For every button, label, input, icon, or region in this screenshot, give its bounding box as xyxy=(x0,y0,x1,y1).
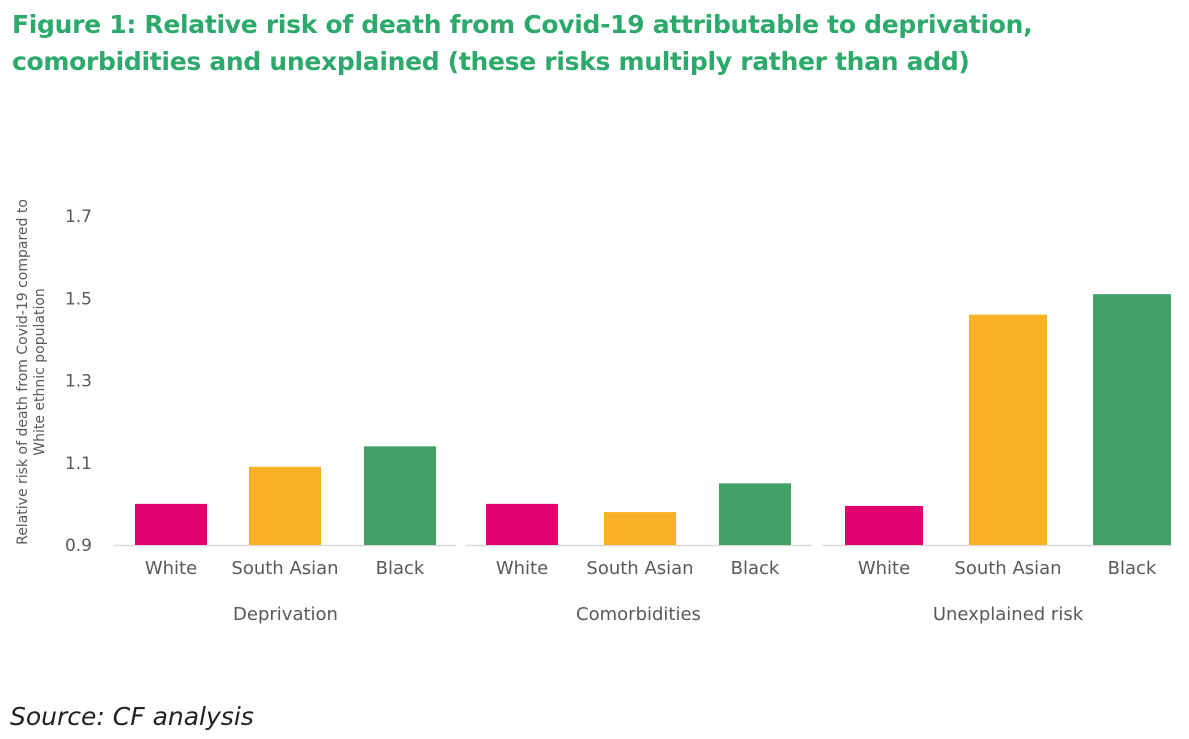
bars xyxy=(135,294,1171,545)
y-tick-label: 1.1 xyxy=(65,454,92,474)
x-tick-label: Black xyxy=(731,558,780,579)
bar-deprivation-white xyxy=(135,503,207,545)
x-tick-label: Black xyxy=(1108,558,1157,579)
bar-unexplained-risk-black xyxy=(1093,294,1171,545)
bar-deprivation-south-asian xyxy=(249,466,321,545)
bar-comorbidities-white xyxy=(486,503,558,545)
bar-comorbidities-south-asian xyxy=(604,512,676,545)
y-axis-title: Relative risk of death from Covid-19 com… xyxy=(15,199,48,545)
bar-comorbidities-black xyxy=(719,483,791,545)
x-tick-label: Black xyxy=(376,558,425,579)
group-label: Unexplained risk xyxy=(933,604,1084,625)
x-tick-label: White xyxy=(145,558,197,579)
bar-unexplained-risk-white xyxy=(845,505,923,545)
x-tick-label: South Asian xyxy=(586,558,693,579)
group-label: Comorbidities xyxy=(576,604,701,625)
y-tick-label: 1.7 xyxy=(65,207,92,227)
x-axis-labels: White South Asian Black White South Asian Bla… xyxy=(145,558,1157,579)
y-axis-label: Relative risk of death from Covid-19 com… xyxy=(15,199,48,545)
source-note: Source: CF analysis xyxy=(10,702,254,731)
x-tick-label: White xyxy=(496,558,548,579)
y-tick-label: 1.5 xyxy=(65,289,92,309)
y-tick-label: 1.3 xyxy=(65,372,92,392)
y-axis-ticks: 0.9 1.1 1.3 1.5 1.7 xyxy=(65,207,92,556)
chart-title: Figure 1: Relative risk of death from Co… xyxy=(12,10,1033,76)
group-label: Deprivation xyxy=(233,604,338,625)
bar-deprivation-black xyxy=(364,446,436,545)
group-labels: Deprivation Comorbidities Unexplained risk xyxy=(233,604,1084,625)
bar-unexplained-risk-south-asian xyxy=(969,314,1047,545)
x-tick-label: White xyxy=(858,558,910,579)
x-tick-label: South Asian xyxy=(954,558,1061,579)
bar-chart: Relative risk of death from Covid-19 com… xyxy=(15,199,1172,625)
y-tick-label: 0.9 xyxy=(65,536,92,556)
x-tick-label: South Asian xyxy=(231,558,338,579)
